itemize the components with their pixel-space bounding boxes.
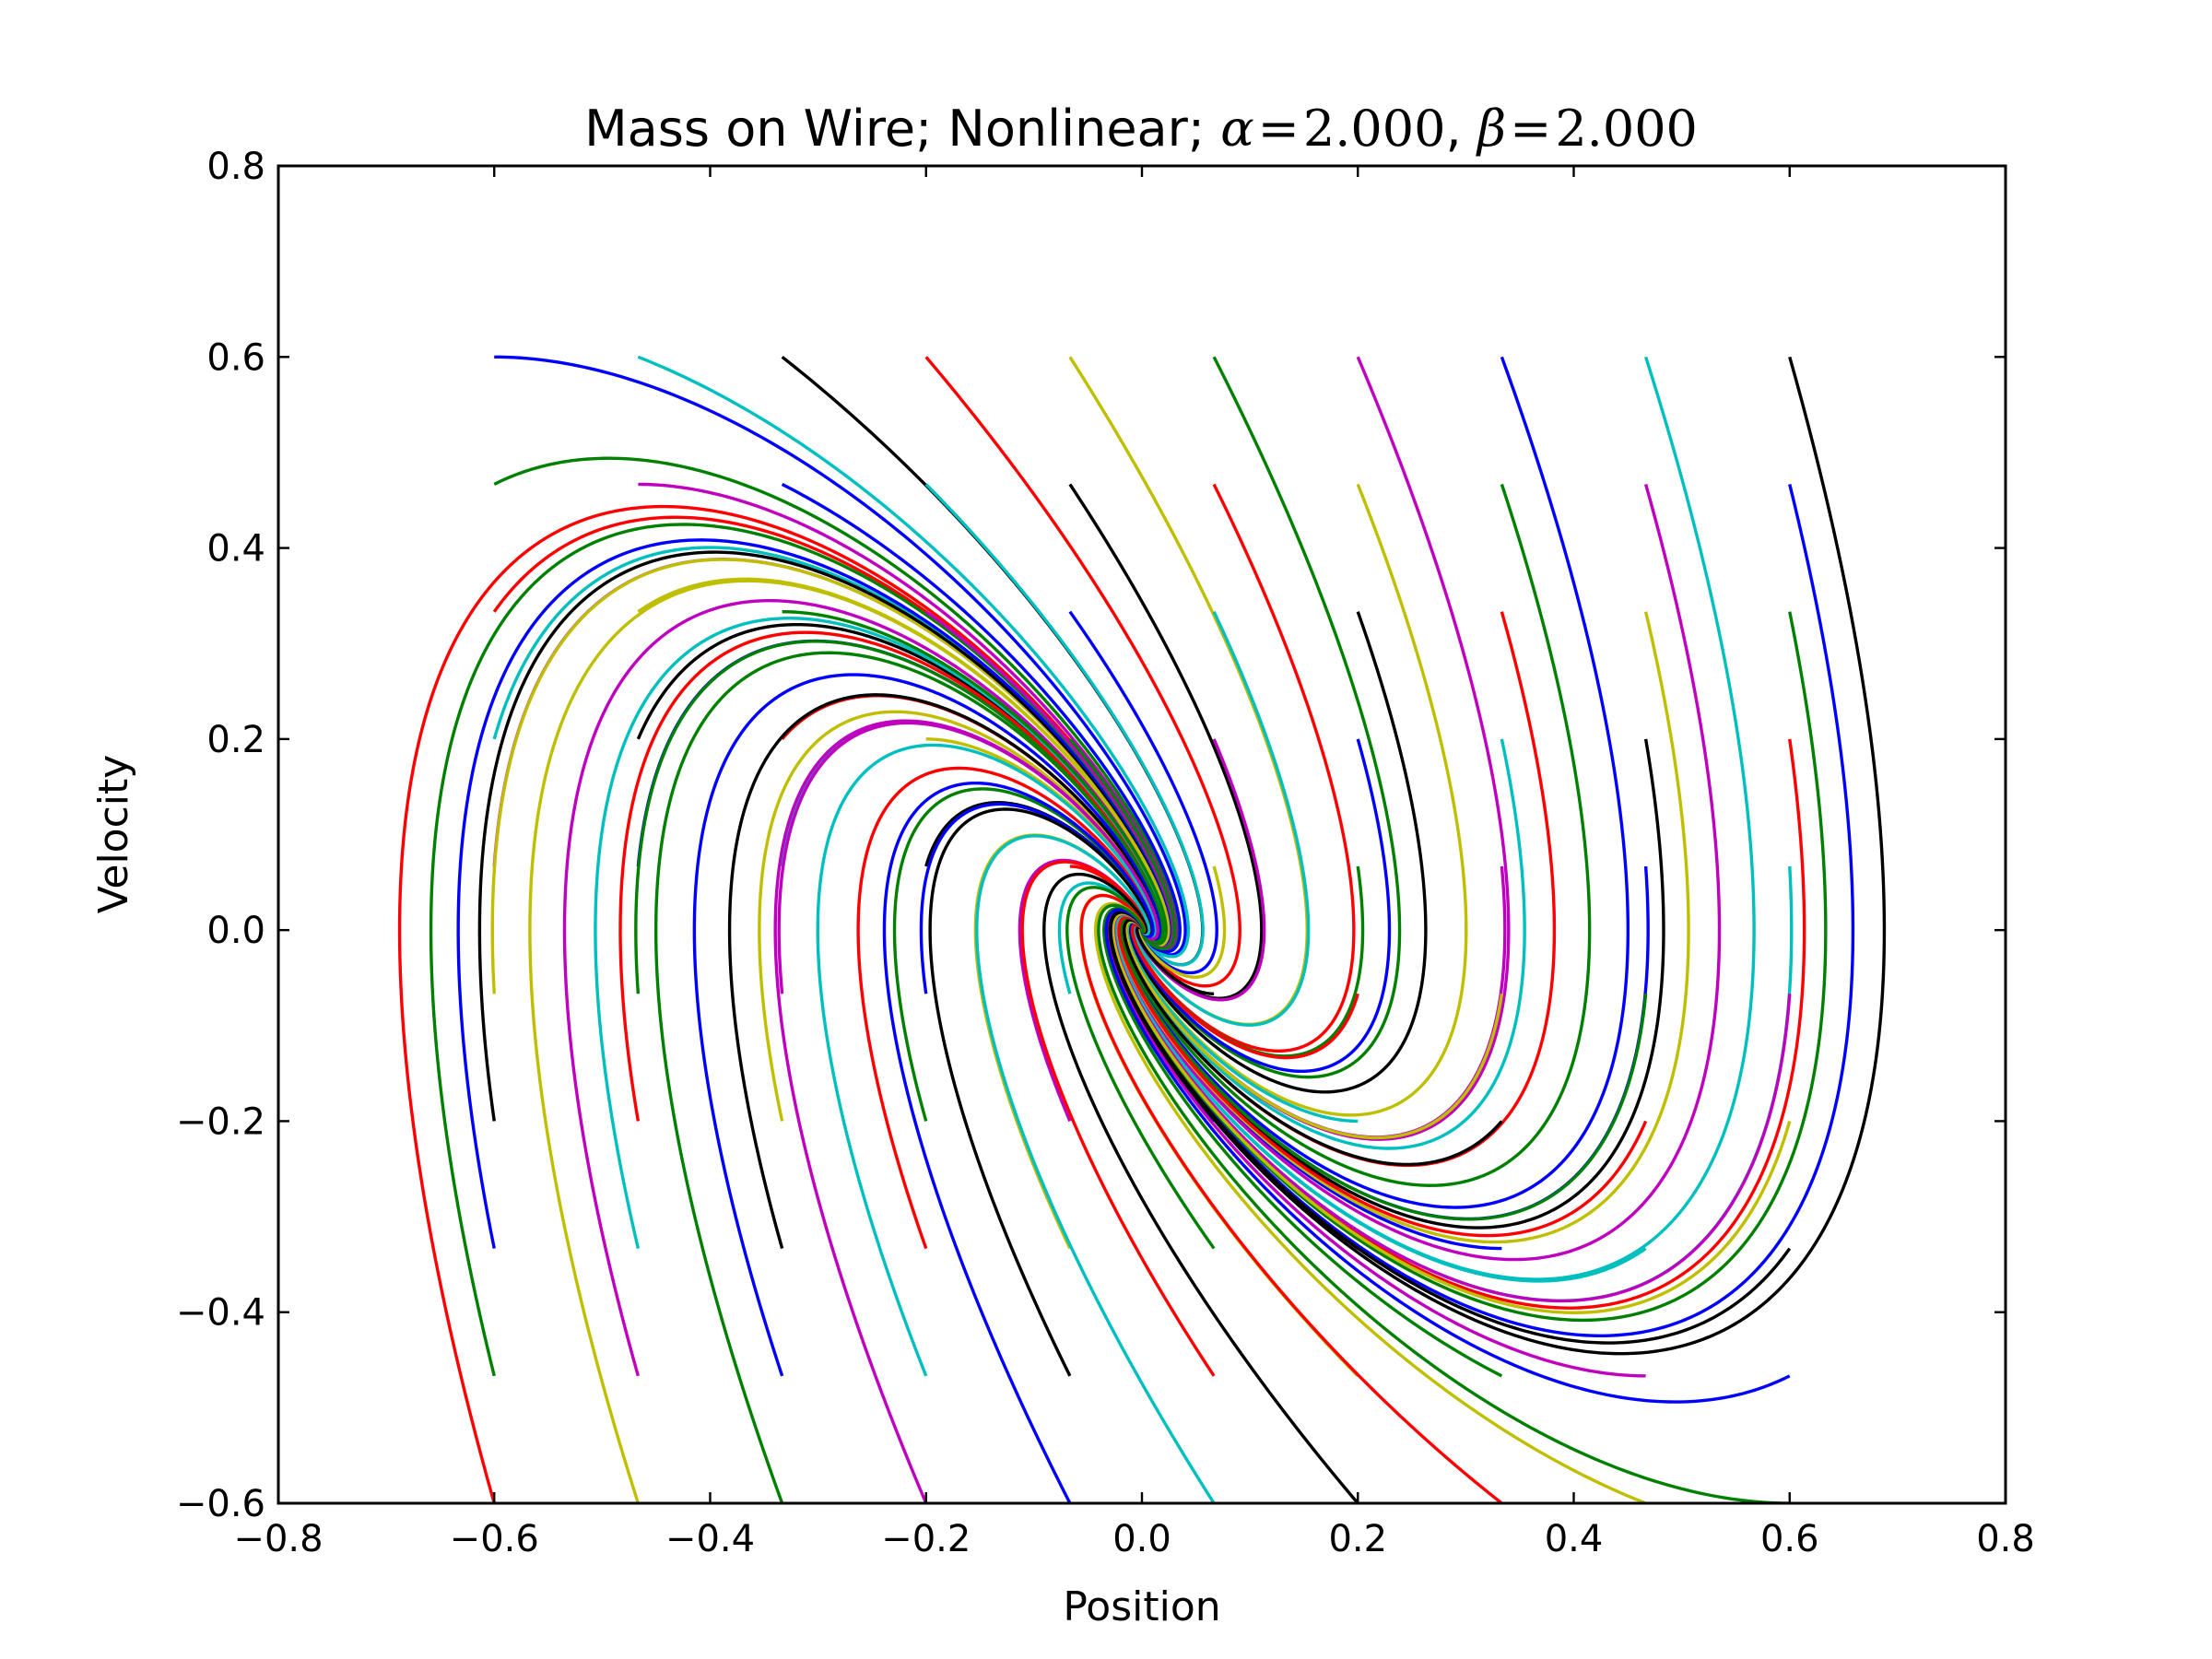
x-tick-label: −0.2 <box>881 1518 971 1560</box>
x-tick-label: 0.6 <box>1760 1518 1819 1560</box>
x-tick-label: 0.0 <box>1112 1518 1171 1560</box>
x-axis-label: Position <box>1063 1583 1220 1630</box>
y-tick-label: 0.0 <box>206 910 265 952</box>
title-alpha-equals: = <box>1258 100 1300 158</box>
title-prefix: Mass on Wire; Nonlinear; <box>584 100 1220 158</box>
y-tick-label: −0.2 <box>176 1100 265 1143</box>
y-tick-label: −0.6 <box>176 1483 265 1525</box>
y-tick-label: 0.4 <box>206 528 265 571</box>
title-beta-value: 2.000 <box>1555 100 1698 158</box>
x-tick-label: 0.4 <box>1545 1518 1604 1560</box>
title-alpha-symbol: α <box>1220 100 1253 158</box>
y-tick-label: 0.2 <box>206 719 265 761</box>
trajectory-series-group <box>397 355 1887 1503</box>
trajectory-line <box>1097 903 1790 1503</box>
y-axis-label: Velocity <box>90 755 137 914</box>
x-tick-label: −0.4 <box>665 1518 755 1560</box>
title-beta-symbol: β <box>1476 100 1506 158</box>
x-tick-label: 0.8 <box>1976 1518 2035 1560</box>
title-alpha-value: 2.000 <box>1303 100 1446 158</box>
y-axis-ticks: −0.6 −0.4 −0.2 0.0 0.2 0.4 0.6 0.8 <box>176 146 2006 1525</box>
x-tick-label: −0.8 <box>233 1518 323 1560</box>
x-tick-label: 0.2 <box>1328 1518 1387 1560</box>
x-axis-ticks: −0.8 −0.6 −0.4 −0.2 0.0 0.2 0.4 0.6 0.8 <box>233 166 2035 1560</box>
title-beta-equals: = <box>1510 100 1551 158</box>
y-tick-label: 0.6 <box>206 336 265 379</box>
chart-title: Mass on Wire; Nonlinear; α=2.000, β=2.00… <box>584 100 1698 158</box>
y-tick-label: 0.8 <box>206 146 265 188</box>
title-separator: , <box>1446 100 1477 158</box>
x-tick-label: −0.6 <box>450 1518 539 1560</box>
y-tick-label: −0.4 <box>176 1292 265 1335</box>
